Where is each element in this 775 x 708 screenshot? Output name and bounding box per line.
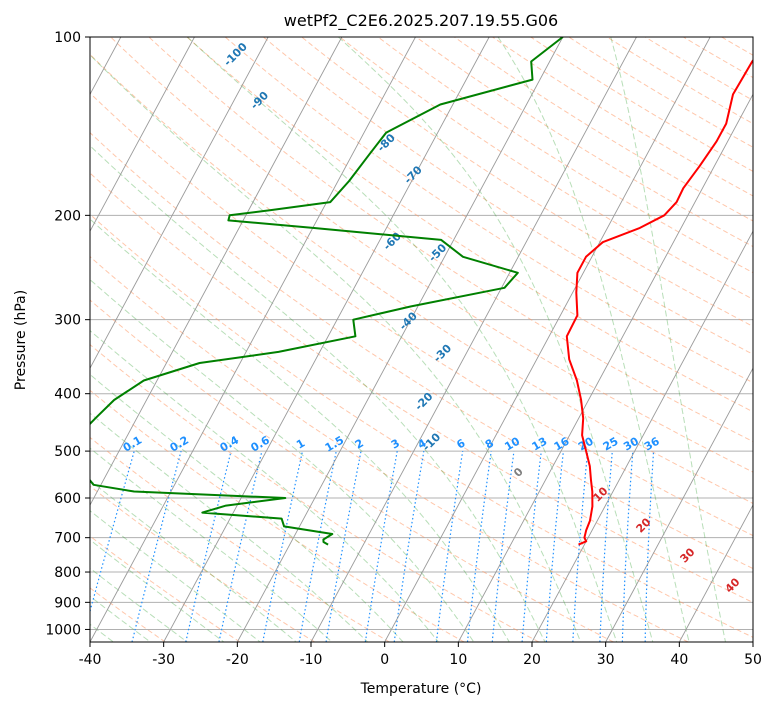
mixing-ratio-line bbox=[491, 451, 515, 642]
moist-adiabat-line bbox=[90, 412, 368, 642]
x-tick-label: 10 bbox=[449, 652, 467, 668]
x-tick-label: -10 bbox=[300, 652, 323, 668]
dry-adiabat-line bbox=[90, 213, 753, 638]
moist-adiabats bbox=[90, 37, 726, 642]
sounding-profile-line bbox=[90, 37, 564, 546]
x-tick-label: 20 bbox=[523, 652, 541, 668]
dry-adiabat-line bbox=[339, 37, 753, 300]
dry-adiabat-line bbox=[90, 299, 614, 642]
moist-adiabat-line bbox=[90, 373, 404, 642]
dry-adiabat-line bbox=[90, 132, 753, 570]
mixing-ratio-line bbox=[393, 451, 425, 642]
axes: -40 -30 -20 -10 0 10 20 30 40 50 100 200 300 400 500 60… bbox=[45, 30, 762, 668]
x-tick-label: -30 bbox=[152, 652, 175, 668]
y-axis-label: Pressure (hPa) bbox=[13, 290, 29, 390]
y-tick-label: 200 bbox=[54, 208, 81, 224]
y-tick-label: 1000 bbox=[45, 622, 81, 638]
y-tick-label: 800 bbox=[54, 565, 81, 581]
x-tick-label: -20 bbox=[226, 652, 249, 668]
dry-adiabat-line bbox=[90, 485, 315, 642]
dry-adiabat-line bbox=[90, 535, 241, 642]
dry-adiabats bbox=[90, 37, 775, 642]
y-tick-label: 100 bbox=[54, 30, 81, 46]
moist-adiabat-line bbox=[186, 37, 618, 642]
x-tick-label: 40 bbox=[670, 652, 688, 668]
x-axis-label: Temperature (°C) bbox=[360, 681, 482, 697]
isotherm-line bbox=[384, 37, 711, 642]
dry-adiabat-line bbox=[186, 37, 753, 413]
moist-adiabat-line bbox=[90, 539, 225, 642]
x-tick-label: 0 bbox=[380, 652, 389, 668]
y-tick-label: 700 bbox=[54, 531, 81, 547]
moist-adiabat-line bbox=[497, 37, 690, 642]
dry-adiabat-line bbox=[110, 37, 753, 473]
mixing-ratio-line bbox=[466, 451, 492, 642]
mixing-ratio-line bbox=[218, 450, 263, 642]
moist-adiabat-line bbox=[90, 145, 546, 642]
moist-adiabat-line bbox=[90, 510, 261, 642]
moist-adiabat-line bbox=[90, 329, 439, 642]
isotherm-line bbox=[236, 37, 564, 642]
y-tick-label: 900 bbox=[54, 595, 81, 611]
moist-adiabat-line bbox=[90, 279, 475, 642]
y-tick-label: 500 bbox=[54, 444, 81, 460]
mixing-ratio-line bbox=[435, 451, 464, 642]
dry-adiabat-line bbox=[148, 37, 753, 443]
moist-adiabat-line bbox=[90, 567, 188, 642]
sounding-series bbox=[90, 37, 753, 546]
mixing-ratio-line bbox=[572, 451, 589, 642]
mixing-ratio-line bbox=[521, 451, 542, 642]
isotherm-line bbox=[678, 504, 753, 642]
isotherm-line bbox=[90, 37, 269, 370]
moist-adiabat-line bbox=[90, 54, 582, 642]
isotherm-line bbox=[163, 37, 490, 642]
y-tick-label: 300 bbox=[54, 313, 81, 329]
isobar-gridlines bbox=[90, 37, 753, 630]
isotherm-line bbox=[90, 37, 343, 507]
dry-adiabat-line bbox=[90, 587, 166, 642]
dry-adiabat-line bbox=[90, 172, 753, 603]
dry-adiabat-line bbox=[760, 37, 775, 642]
sounding-profile-line bbox=[565, 58, 753, 546]
isotherm-line bbox=[605, 367, 753, 642]
isotherm-line bbox=[310, 37, 637, 642]
moist-adiabat-line bbox=[610, 37, 726, 642]
y-tick-label: 600 bbox=[54, 491, 81, 507]
dry-adiabat-line bbox=[90, 436, 390, 642]
mixing-ratio-line bbox=[90, 450, 135, 614]
plot-background bbox=[90, 37, 753, 642]
chart-title: wetPf2_C2E6.2025.207.19.55.G06 bbox=[284, 11, 558, 31]
dry-adiabat-line bbox=[301, 37, 753, 327]
mixing-ratio-line bbox=[185, 450, 232, 642]
isotherms bbox=[90, 37, 753, 642]
moist-adiabat-line bbox=[90, 218, 510, 642]
y-tick-label: 400 bbox=[54, 387, 81, 403]
moist-adiabat-line bbox=[90, 479, 297, 642]
moist-adiabat-line bbox=[90, 447, 333, 642]
plot-frame bbox=[89, 36, 754, 643]
isotherm-line bbox=[752, 641, 753, 642]
mixing-ratio-line bbox=[545, 451, 564, 642]
x-tick-label: 30 bbox=[597, 652, 615, 668]
dry-adiabat-line bbox=[90, 255, 689, 642]
dry-adiabat-line bbox=[90, 92, 753, 537]
dry-adiabat-line bbox=[90, 389, 465, 642]
x-tick-label: -40 bbox=[79, 652, 102, 668]
x-tick-label: 50 bbox=[744, 652, 762, 668]
isotherm-line bbox=[457, 93, 753, 642]
isotherm-line bbox=[90, 37, 416, 642]
isotherm-line bbox=[90, 37, 195, 233]
